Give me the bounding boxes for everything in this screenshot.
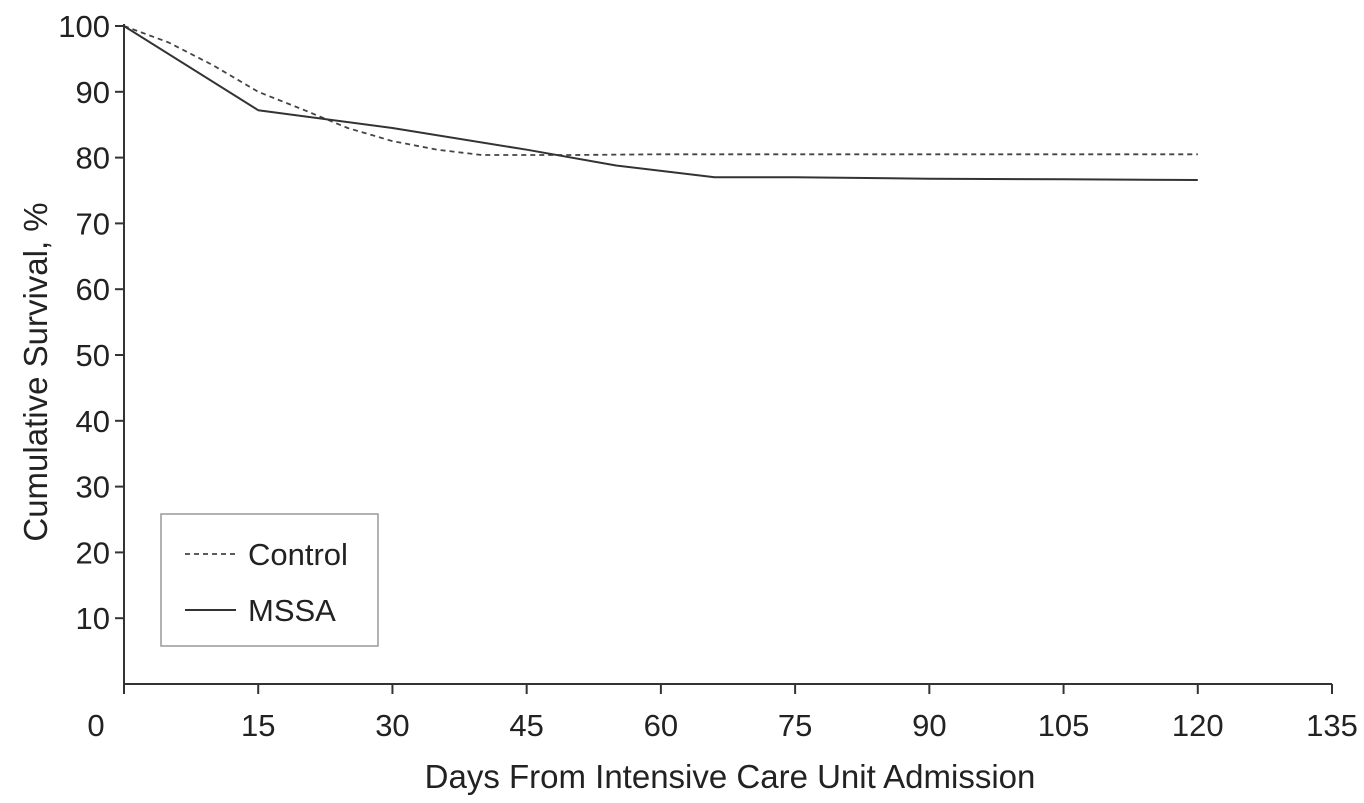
x-axis-title: Days From Intensive Care Unit Admission — [425, 758, 1036, 795]
y-tick-label: 90 — [76, 75, 110, 110]
y-tick-label: 30 — [76, 470, 110, 505]
y-tick-label: 20 — [76, 535, 110, 570]
y-tick-label: 50 — [76, 338, 110, 373]
series-line-control — [123, 25, 1198, 156]
series-line-mssa — [123, 25, 1198, 181]
legend-label-control: Control — [248, 537, 348, 572]
legend-label-mssa: MSSA — [248, 593, 336, 628]
x-tick-label: 90 — [912, 708, 946, 743]
y-tick-label: 80 — [76, 141, 110, 176]
y-tick-label: 60 — [76, 272, 110, 307]
x-tick-label: 120 — [1172, 708, 1224, 743]
x-tick-label: 105 — [1038, 708, 1090, 743]
y-tick-label: 40 — [76, 404, 110, 439]
y-tick-label: 70 — [76, 206, 110, 241]
x-tick-label: 135 — [1306, 708, 1358, 743]
x-tick-label: 45 — [509, 708, 543, 743]
x-tick-label: 60 — [644, 708, 678, 743]
x-tick-label: 15 — [241, 708, 275, 743]
y-tick-label: 100 — [58, 9, 110, 44]
legend: Control MSSA — [160, 513, 379, 647]
x-tick-label: 75 — [778, 708, 812, 743]
legend-box — [160, 513, 379, 647]
x-tick-label: 0 — [87, 708, 104, 743]
axes-layer: 0 15 30 45 60 75 90 105 120 135 10 20 30 40 50 60 70 80 90… — [58, 9, 1358, 743]
series-layer — [123, 25, 1198, 181]
y-tick-label: 10 — [76, 601, 110, 636]
y-axis-title: Cumulative Survival, % — [17, 202, 54, 541]
x-tick-label: 30 — [375, 708, 409, 743]
